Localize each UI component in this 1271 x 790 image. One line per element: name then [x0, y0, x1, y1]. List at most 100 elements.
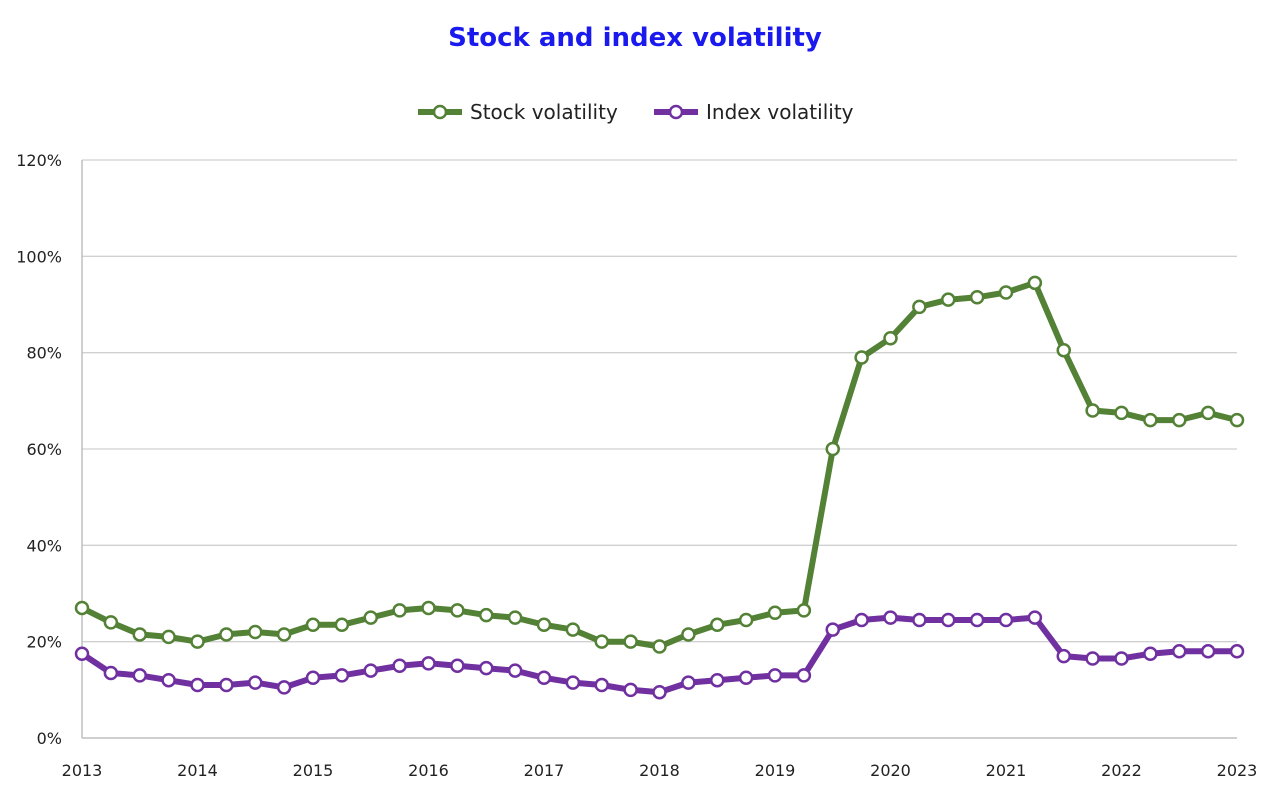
data-point-stock-volatility — [1200, 405, 1216, 421]
data-point-index-volatility — [161, 672, 176, 688]
data-point-stock-volatility — [363, 610, 378, 625]
data-point-index-volatility — [1143, 646, 1158, 661]
data-point-index-volatility — [103, 665, 119, 681]
data-point-stock-volatility — [681, 627, 696, 642]
series-line-stock-volatility — [79, 279, 1240, 650]
x-tick-label: 2016 — [408, 761, 449, 780]
data-point-stock-volatility — [854, 350, 869, 365]
legend-marker-index-volatility — [668, 104, 684, 120]
data-point-stock-volatility — [450, 603, 465, 618]
data-point-index-volatility — [594, 677, 609, 693]
data-point-index-volatility — [363, 663, 378, 678]
data-point-stock-volatility — [912, 299, 927, 315]
data-point-index-volatility — [1056, 648, 1071, 664]
data-point-index-volatility — [1229, 644, 1245, 659]
x-tick-labels: 2013 2014 2015 2016 2017 2018 2019 2020 2021 2022… — [62, 761, 1258, 780]
data-point-index-volatility — [536, 670, 552, 686]
y-tick-label: 100% — [16, 247, 62, 266]
data-point-stock-volatility — [248, 624, 263, 640]
series-stock-volatility — [74, 275, 1245, 654]
data-point-stock-volatility — [738, 612, 754, 628]
data-point-stock-volatility — [796, 603, 812, 618]
data-point-index-volatility — [565, 675, 581, 690]
data-point-index-volatility — [652, 684, 667, 700]
data-point-index-volatility — [623, 682, 638, 698]
data-point-index-volatility — [941, 612, 956, 628]
data-point-index-volatility — [1027, 610, 1043, 625]
x-tick-label: 2019 — [755, 761, 796, 780]
data-point-index-volatility — [1200, 644, 1216, 659]
chart-title: Stock and index volatility — [448, 23, 822, 53]
data-point-index-volatility — [681, 675, 696, 690]
data-point-index-volatility — [190, 677, 205, 693]
data-point-index-volatility — [219, 677, 234, 693]
legend-label-stock-volatility: Stock volatility — [470, 100, 618, 124]
data-point-index-volatility — [1114, 651, 1129, 666]
series-index-volatility — [74, 610, 1245, 700]
data-point-stock-volatility — [305, 617, 321, 633]
legend-item-index-volatility: Index volatility — [654, 100, 854, 124]
data-point-stock-volatility — [1056, 343, 1071, 358]
data-point-index-volatility — [276, 680, 292, 695]
data-point-index-volatility — [998, 612, 1014, 628]
data-point-index-volatility — [1085, 651, 1100, 666]
x-tick-label: 2014 — [177, 761, 218, 780]
data-point-stock-volatility — [421, 600, 436, 616]
data-point-stock-volatility — [1143, 412, 1158, 428]
data-point-stock-volatility — [941, 292, 956, 307]
data-point-stock-volatility — [767, 605, 783, 621]
y-tick-label: 120% — [16, 151, 62, 170]
data-point-stock-volatility — [710, 617, 725, 633]
data-point-index-volatility — [334, 668, 350, 683]
data-point-index-volatility — [1172, 644, 1187, 659]
x-tick-label: 2020 — [870, 761, 911, 780]
legend-label-index-volatility: Index volatility — [706, 100, 854, 124]
data-point-index-volatility — [796, 668, 812, 683]
data-point-stock-volatility — [507, 610, 523, 625]
data-point-index-volatility — [883, 610, 898, 625]
data-point-stock-volatility — [1229, 412, 1245, 428]
data-point-stock-volatility — [652, 639, 667, 654]
y-tick-label: 20% — [26, 633, 62, 652]
legend-marker-stock-volatility — [432, 104, 448, 120]
data-point-stock-volatility — [219, 627, 234, 642]
data-point-stock-volatility — [161, 629, 176, 645]
y-tick-label: 0% — [37, 729, 62, 748]
data-point-stock-volatility — [392, 603, 407, 618]
data-point-stock-volatility — [998, 285, 1014, 300]
data-point-index-volatility — [969, 612, 985, 628]
gridlines — [82, 159, 1237, 643]
y-tick-labels: 0% 20% 40% 60% 80% 100% 120% — [16, 151, 62, 748]
data-point-stock-volatility — [103, 615, 119, 630]
data-point-stock-volatility — [825, 441, 840, 457]
data-point-stock-volatility — [565, 622, 581, 637]
data-point-stock-volatility — [1027, 275, 1043, 291]
x-tick-label: 2018 — [639, 761, 680, 780]
data-point-index-volatility — [74, 646, 90, 661]
data-point-index-volatility — [912, 612, 927, 628]
legend: Stock volatility Index volatility — [418, 100, 854, 124]
data-point-stock-volatility — [1114, 405, 1129, 421]
data-point-stock-volatility — [623, 634, 638, 649]
plot-series — [74, 275, 1245, 700]
x-tick-label: 2023 — [1217, 761, 1258, 780]
data-point-index-volatility — [767, 668, 783, 683]
x-tick-label: 2022 — [1101, 761, 1142, 780]
data-point-index-volatility — [825, 622, 840, 637]
data-point-stock-volatility — [1172, 412, 1187, 428]
data-point-stock-volatility — [594, 634, 609, 649]
x-tick-label: 2015 — [293, 761, 334, 780]
x-tick-label: 2013 — [62, 761, 103, 780]
data-point-index-volatility — [421, 656, 436, 671]
data-point-index-volatility — [479, 660, 494, 676]
data-point-stock-volatility — [276, 627, 292, 642]
data-point-stock-volatility — [883, 330, 898, 346]
data-point-stock-volatility — [132, 627, 147, 642]
data-point-index-volatility — [854, 612, 869, 628]
x-tick-label: 2021 — [986, 761, 1027, 780]
data-point-stock-volatility — [1085, 403, 1100, 418]
data-point-stock-volatility — [479, 607, 494, 623]
data-point-index-volatility — [507, 663, 523, 678]
data-point-stock-volatility — [969, 290, 985, 305]
